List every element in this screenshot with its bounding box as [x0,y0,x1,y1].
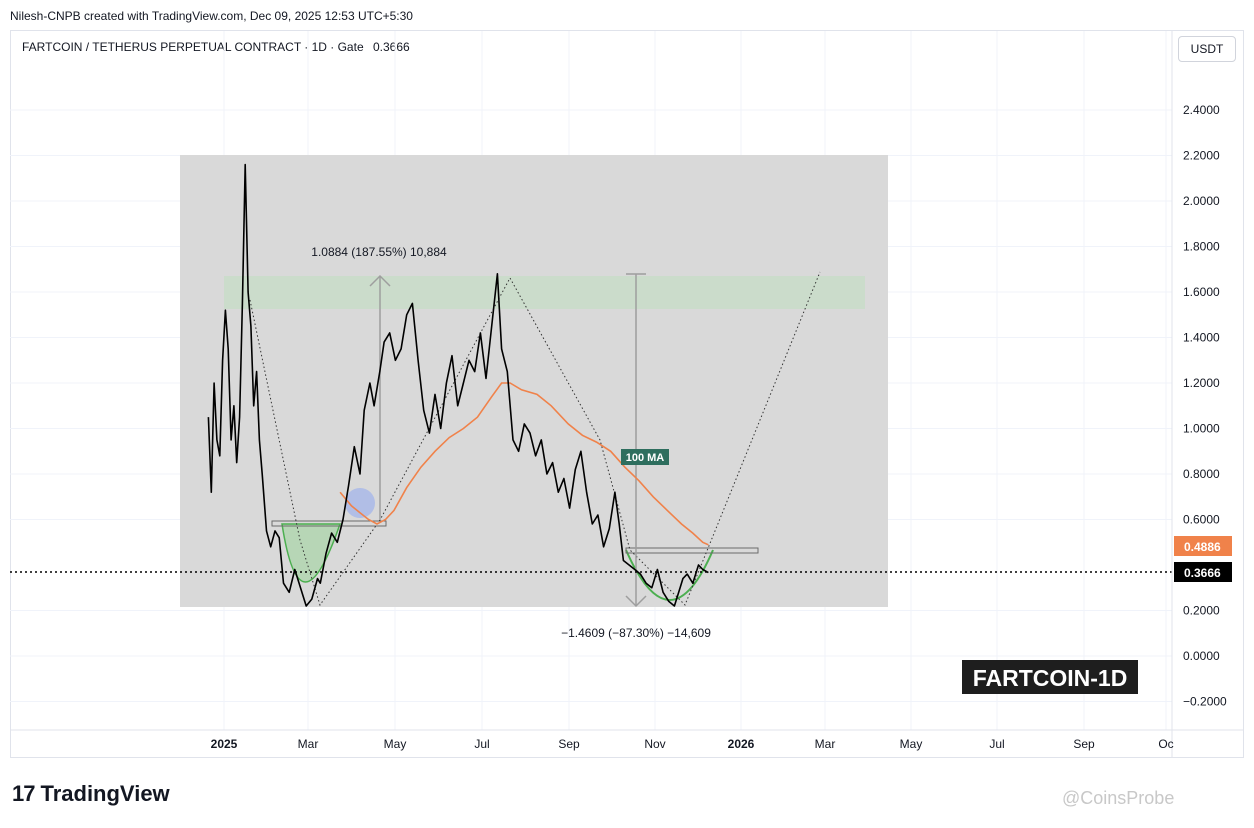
symbol-legend: FARTCOIN / TETHERUS PERPETUAL CONTRACT ·… [22,40,410,54]
symbol-last-price: 0.3666 [372,40,410,54]
watermark: @CoinsProbe [1062,788,1175,808]
tradingview-mark-icon: 17 [12,781,36,806]
chart-frame [10,30,1244,758]
tradingview-logo[interactable]: 17 TradingView [12,781,170,807]
tradingview-wordmark: TradingView [40,781,170,806]
symbol-title: FARTCOIN / TETHERUS PERPETUAL CONTRACT ·… [22,40,364,54]
currency-button[interactable]: USDT [1178,36,1236,62]
chart-credit: Nilesh-CNPB created with TradingView.com… [10,9,413,23]
